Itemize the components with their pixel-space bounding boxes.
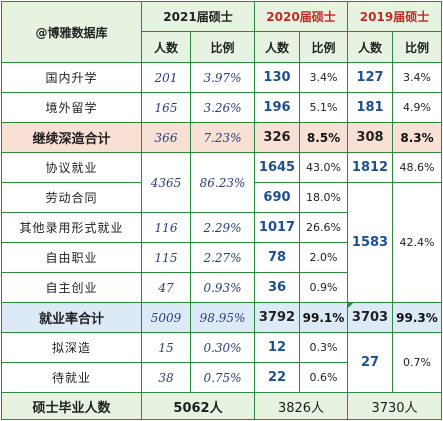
cell-2021-ratio: 0.30% [190, 332, 255, 363]
cell-2021-ratio: 2.27% [190, 242, 255, 273]
cell-2021-count: 116 [141, 212, 191, 243]
row-label: 协议就业 [1, 152, 142, 183]
table-row: 继续深造合计 366 7.23% 326 8.5% 308 8.3% [1, 122, 442, 153]
people-header: 人数 [141, 31, 191, 63]
cell-2020-ratio: 0.3% [299, 332, 348, 363]
people-header: 人数 [254, 31, 300, 63]
row-label: 拟深造 [1, 332, 142, 363]
cell-2019-count: 127 [347, 62, 393, 93]
cell-2019-ratio-merged: 42.4% [392, 182, 442, 303]
cell-2020-count: 690 [254, 182, 300, 213]
row-label: 硕士毕业人数 [1, 392, 142, 420]
cell-2021-count: 366 [141, 122, 191, 153]
table-row: 就业率合计 5009 98.95% 3792 99.1% 3703 99.3% [1, 302, 442, 333]
cell-2019-ratio: 8.3% [392, 122, 442, 153]
header-2019: 2019届硕士 [347, 1, 442, 32]
cell-2019-count: 3703 [347, 302, 393, 333]
cell-2021-ratio: 3.26% [190, 92, 255, 123]
header-2020: 2020届硕士 [254, 1, 348, 32]
cell-2020-count: 326 [254, 122, 300, 153]
cell-2021-graduates: 5062人 [141, 392, 255, 420]
cell-2019-ratio: 4.9% [392, 92, 442, 123]
cell-2020-graduates: 3826人 [254, 392, 348, 420]
cell-2020-ratio: 0.9% [299, 272, 348, 303]
cell-2021-count: 47 [141, 272, 191, 303]
cell-2020-count: 1017 [254, 212, 300, 243]
cell-2020-count: 22 [254, 362, 300, 393]
row-label: 境外留学 [1, 92, 142, 123]
row-label: 待就业 [1, 362, 142, 393]
table-row: 待就业 38 0.75% 22 0.6% [1, 362, 442, 393]
cell-2020-ratio: 26.6% [299, 212, 348, 243]
table-row: 协议就业 4365 86.23% 1645 43.0% 1812 48.6% [1, 152, 442, 213]
cell-2021-ratio: 0.75% [190, 362, 255, 393]
cell-2021-count: 115 [141, 242, 191, 273]
org-label: @博雅数据库 [1, 1, 142, 63]
cell-2019-count-merged: 1583 [347, 182, 393, 303]
cell-2020-count: 36 [254, 272, 300, 303]
table-row: 其他录用形式就业 116 2.29% 1017 26.6% [1, 212, 442, 243]
cell-2021-ratio: 3.97% [190, 62, 255, 93]
table-row: 自由职业 115 2.27% 78 2.0% [1, 242, 442, 273]
cell-2020-ratio: 18.0% [299, 182, 348, 213]
cell-2020-count: 3792 [254, 302, 300, 333]
table-row: 硕士毕业人数 5062人 3826人 3730人 [1, 392, 442, 420]
cell-2020-ratio: 99.1% [299, 302, 348, 333]
cell-2021-count: 165 [141, 92, 191, 123]
table-row: 拟深造 15 0.30% 12 0.3% 27 0.7% [1, 332, 442, 393]
table-row: 境外留学 165 3.26% 196 5.1% 181 4.9% [1, 92, 442, 123]
row-label: 劳动合同 [1, 182, 142, 213]
row-label: 其他录用形式就业 [1, 212, 142, 243]
cell-2020-ratio: 43.0% [299, 152, 348, 183]
table-row: 自主创业 47 0.93% 36 0.9% [1, 272, 442, 303]
cell-2020-ratio: 8.5% [299, 122, 348, 153]
cell-2020-ratio: 5.1% [299, 92, 348, 123]
ratio-header: 比例 [190, 31, 255, 63]
header-2021: 2021届硕士 [141, 1, 255, 32]
ratio-header: 比例 [392, 31, 442, 63]
cell-2021-count: 15 [141, 332, 191, 363]
cell-2019-count: 1812 [347, 152, 393, 183]
row-label: 就业率合计 [1, 302, 142, 333]
ratio-header: 比例 [299, 31, 348, 63]
cell-2021-ratio: 7.23% [190, 122, 255, 153]
cell-2020-count: 196 [254, 92, 300, 123]
cell-2019-count-merged: 27 [347, 332, 393, 393]
row-label: 国内升学 [1, 62, 142, 93]
cell-2020-ratio: 0.6% [299, 362, 348, 393]
cell-2019-ratio-merged: 0.7% [392, 332, 442, 393]
cell-2019-ratio: 99.3% [392, 302, 442, 333]
row-label: 继续深造合计 [1, 122, 142, 153]
cell-2021-ratio: 98.95% [190, 302, 255, 333]
cell-2020-ratio: 2.0% [299, 242, 348, 273]
cell-2019-count: 181 [347, 92, 393, 123]
cell-2019-count: 308 [347, 122, 393, 153]
people-header: 人数 [347, 31, 393, 63]
cell-2019-graduates: 3730人 [347, 392, 442, 420]
cell-2020-count: 12 [254, 332, 300, 363]
row-label: 自主创业 [1, 272, 142, 303]
table-row: 劳动合同 690 18.0% 1583 42.4% [1, 182, 442, 303]
cell-2021-ratio: 0.93% [190, 272, 255, 303]
cell-2020-ratio: 3.4% [299, 62, 348, 93]
cell-2019-ratio: 48.6% [392, 152, 442, 183]
cell-2021-count-merged: 4365 [141, 152, 191, 213]
cell-2019-ratio: 3.4% [392, 62, 442, 93]
row-label: 自由职业 [1, 242, 142, 273]
cell-2020-count: 1645 [254, 152, 300, 183]
cell-2021-count: 201 [141, 62, 191, 93]
cell-2020-count: 130 [254, 62, 300, 93]
cell-2021-count: 38 [141, 362, 191, 393]
cell-2021-ratio-merged: 86.23% [190, 152, 255, 213]
cell-2021-ratio: 2.29% [190, 212, 255, 243]
cell-2021-count: 5009 [141, 302, 191, 333]
table-row: 国内升学 201 3.97% 130 3.4% 127 3.4% [1, 62, 442, 93]
cell-2020-count: 78 [254, 242, 300, 273]
